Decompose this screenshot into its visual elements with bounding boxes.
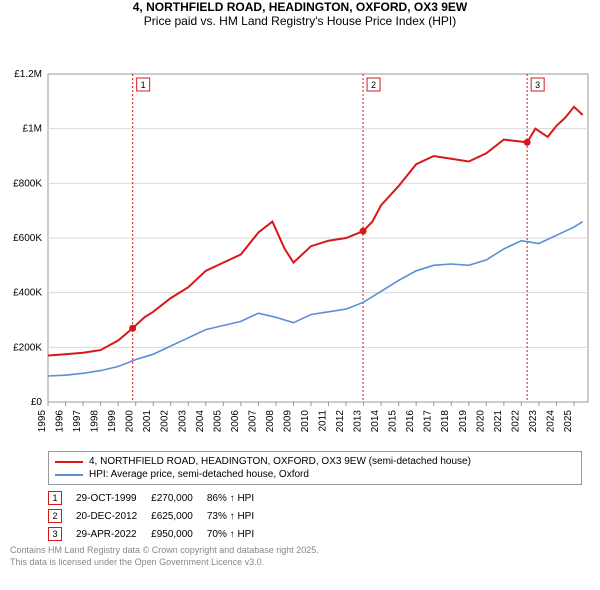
marker-number: 1 [141, 80, 146, 90]
x-tick-label: 1999 [107, 410, 118, 433]
footnote-line: This data is licensed under the Open Gov… [10, 557, 582, 569]
chart-subtitle: Price paid vs. HM Land Registry's House … [0, 14, 600, 28]
chart-container: 4, NORTHFIELD ROAD, HEADINGTON, OXFORD, … [0, 0, 600, 590]
legend-label: 4, NORTHFIELD ROAD, HEADINGTON, OXFORD, … [89, 456, 471, 467]
y-tick-label: £200K [13, 342, 42, 353]
marker-table: 1 29-OCT-1999£270,00086% ↑ HPI 2 20-DEC-201… [48, 489, 268, 543]
x-tick-label: 2018 [440, 410, 451, 433]
x-tick-label: 2011 [318, 410, 329, 432]
x-tick-label: 2001 [142, 410, 153, 433]
marker-dot [360, 228, 367, 235]
x-tick-label: 2021 [493, 410, 504, 433]
marker-row: 2 20-DEC-2012£625,00073% ↑ HPI [48, 507, 268, 525]
legend-swatch [55, 461, 83, 463]
marker-price: £625,000 [151, 507, 207, 525]
x-tick-label: 2014 [370, 410, 381, 433]
legend-row: HPI: Average price, semi-detached house,… [55, 468, 575, 481]
marker-hpi-delta: 70% ↑ HPI [207, 525, 268, 543]
x-tick-label: 2025 [563, 410, 574, 433]
marker-date: 29-APR-2022 [76, 525, 151, 543]
x-tick-label: 2002 [160, 410, 171, 433]
x-tick-label: 2008 [265, 410, 276, 433]
marker-dot [524, 139, 531, 146]
marker-number: 3 [535, 80, 540, 90]
y-tick-label: £1M [23, 124, 42, 135]
chart-svg: £0 £200K £400K £600K £800K £1M £1.2M 1995 1996 19… [0, 32, 600, 442]
y-tick-label: £1.2M [14, 69, 42, 80]
x-tick-label: 2013 [353, 410, 364, 433]
x-tick-label: 2019 [458, 410, 469, 433]
x-tick-label: 2000 [125, 410, 136, 433]
legend-label: HPI: Average price, semi-detached house,… [89, 469, 309, 480]
y-tick-label: £600K [13, 233, 42, 244]
footnote: Contains HM Land Registry data © Crown c… [10, 545, 582, 568]
marker-price: £270,000 [151, 489, 207, 507]
x-tick-label: 2005 [212, 410, 223, 433]
x-tick-label: 2006 [230, 410, 241, 433]
x-tick-label: 2012 [335, 410, 346, 433]
marker-row: 1 29-OCT-1999£270,00086% ↑ HPI [48, 489, 268, 507]
legend: 4, NORTHFIELD ROAD, HEADINGTON, OXFORD, … [48, 451, 582, 485]
marker-date: 20-DEC-2012 [76, 507, 151, 525]
legend-swatch [55, 474, 83, 476]
y-tick-label: £0 [31, 397, 43, 408]
marker-dot [129, 325, 136, 332]
chart-plot-wrap: £0 £200K £400K £600K £800K £1M £1.2M 1995 1996 19… [0, 32, 600, 447]
marker-number-box: 2 [48, 509, 62, 523]
x-tick-label: 2024 [545, 410, 556, 433]
legend-row: 4, NORTHFIELD ROAD, HEADINGTON, OXFORD, … [55, 455, 575, 468]
marker-number: 2 [371, 80, 376, 90]
y-tick-label: £400K [13, 288, 42, 299]
y-tick-label: £800K [13, 178, 42, 189]
x-tick-label: 2023 [528, 410, 539, 433]
x-tick-label: 2016 [405, 410, 416, 433]
x-tick-label: 2004 [195, 410, 206, 433]
x-tick-label: 2007 [247, 410, 258, 433]
x-tick-label: 1997 [72, 410, 83, 433]
x-tick-label: 2010 [300, 410, 311, 433]
x-tick-label: 2003 [177, 410, 188, 433]
footnote-line: Contains HM Land Registry data © Crown c… [10, 545, 582, 557]
x-tick-label: 2009 [282, 410, 293, 433]
marker-number-box: 3 [48, 527, 62, 541]
x-tick-label: 1996 [55, 410, 66, 433]
x-tick-label: 2020 [475, 410, 486, 433]
marker-hpi-delta: 86% ↑ HPI [207, 489, 268, 507]
x-tick-label: 2022 [510, 410, 521, 433]
marker-hpi-delta: 73% ↑ HPI [207, 507, 268, 525]
marker-number-box: 1 [48, 491, 62, 505]
marker-row: 3 29-APR-2022£950,00070% ↑ HPI [48, 525, 268, 543]
marker-price: £950,000 [151, 525, 207, 543]
chart-title: 4, NORTHFIELD ROAD, HEADINGTON, OXFORD, … [0, 0, 600, 14]
x-tick-label: 1995 [37, 410, 48, 433]
x-tick-label: 1998 [90, 410, 101, 433]
x-tick-label: 2015 [388, 410, 399, 433]
x-tick-label: 2017 [423, 410, 434, 433]
marker-date: 29-OCT-1999 [76, 489, 151, 507]
